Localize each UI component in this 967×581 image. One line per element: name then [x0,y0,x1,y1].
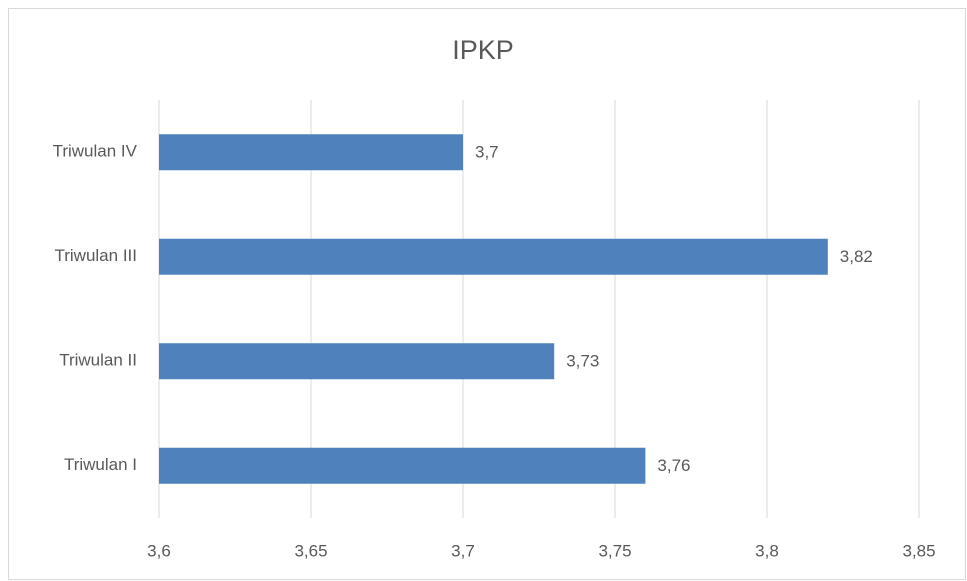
x-tick-label: 3,85 [902,541,935,560]
x-tick-label: 3,65 [294,541,327,560]
y-tick-label: Triwulan III [54,246,137,265]
x-tick-label: 3,6 [147,541,171,560]
bar [159,343,555,380]
data-label: 3,73 [566,352,599,371]
y-tick-label: Triwulan IV [53,142,138,161]
y-tick-label: Triwulan II [59,351,137,370]
y-tick-label: Triwulan I [64,455,137,474]
chart-frame [8,8,966,580]
bar [159,238,828,275]
x-tick-label: 3,75 [598,541,631,560]
bar [159,447,646,484]
x-tick-label: 3,8 [755,541,779,560]
data-label: 3,76 [657,456,690,475]
data-label: 3,7 [475,143,499,162]
x-tick-label: 3,7 [451,541,475,560]
bar [159,134,463,171]
chart-title: IPKP [452,35,514,65]
data-label: 3,82 [840,247,873,266]
